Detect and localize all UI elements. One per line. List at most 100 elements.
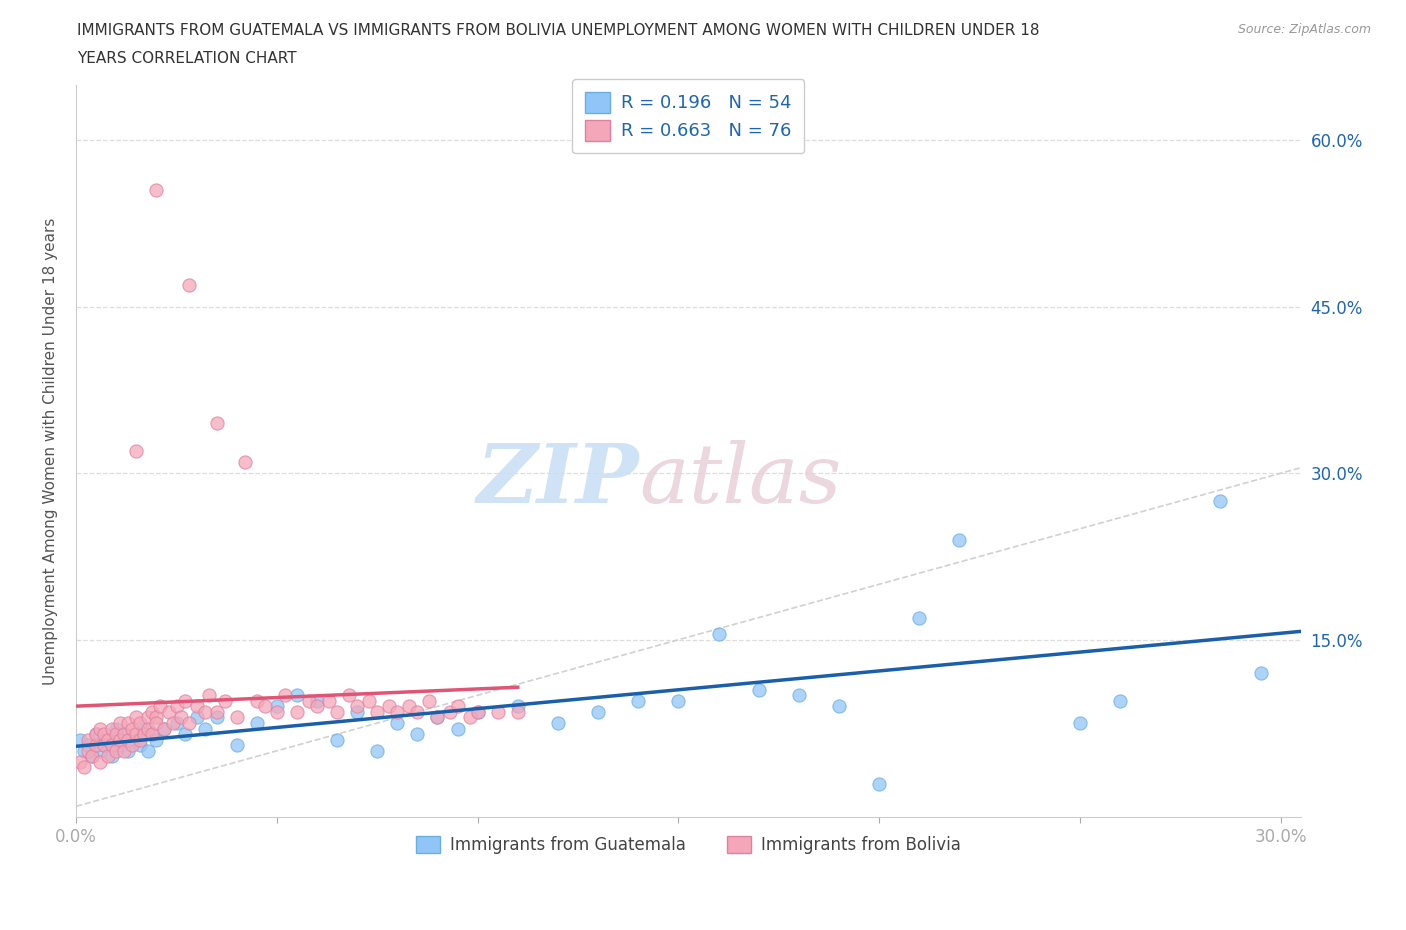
Point: [467, 705, 489, 720]
Point: [93, 737, 115, 752]
Point: [77, 732, 100, 747]
Point: [82, 749, 104, 764]
Point: [948, 533, 970, 548]
Point: [149, 699, 172, 714]
Point: [121, 721, 143, 736]
Point: [398, 699, 420, 714]
Point: [105, 743, 128, 758]
Point: [166, 699, 188, 714]
Point: [1109, 694, 1132, 709]
Point: [84, 737, 107, 752]
Point: [84, 726, 107, 741]
Point: [93, 726, 115, 741]
Point: [77, 737, 100, 752]
Point: [326, 705, 349, 720]
Point: [117, 743, 139, 758]
Point: [186, 699, 208, 714]
Text: Source: ZipAtlas.com: Source: ZipAtlas.com: [1237, 23, 1371, 36]
Point: [868, 777, 890, 791]
Point: [77, 743, 100, 758]
Point: [105, 721, 128, 736]
Point: [138, 711, 160, 725]
Point: [426, 711, 449, 725]
Text: ZIP: ZIP: [477, 441, 640, 521]
Point: [194, 705, 217, 720]
Point: [225, 711, 247, 725]
Point: [246, 694, 269, 709]
Point: [112, 726, 135, 741]
Point: [828, 699, 851, 714]
Point: [253, 699, 276, 714]
Point: [205, 416, 228, 431]
Point: [129, 737, 152, 752]
Point: [125, 726, 148, 741]
Point: [446, 699, 468, 714]
Point: [266, 699, 288, 714]
Point: [138, 743, 160, 758]
Point: [346, 705, 368, 720]
Point: [110, 732, 132, 747]
Point: [547, 715, 569, 730]
Point: [177, 277, 200, 292]
Point: [406, 705, 429, 720]
Point: [225, 737, 247, 752]
Point: [112, 726, 135, 741]
Point: [359, 694, 381, 709]
Point: [173, 726, 195, 741]
Point: [378, 699, 401, 714]
Point: [121, 737, 143, 752]
Point: [134, 726, 156, 741]
Point: [93, 737, 115, 752]
Point: [97, 732, 120, 747]
Point: [506, 699, 529, 714]
Point: [84, 726, 107, 741]
Point: [145, 183, 167, 198]
Point: [205, 711, 228, 725]
Point: [446, 721, 468, 736]
Point: [141, 726, 163, 741]
Text: YEARS CORRELATION CHART: YEARS CORRELATION CHART: [77, 51, 297, 66]
Point: [186, 711, 208, 725]
Point: [141, 726, 163, 741]
Point: [467, 705, 489, 720]
Point: [153, 721, 176, 736]
Point: [908, 610, 931, 625]
Point: [97, 732, 120, 747]
Point: [205, 705, 228, 720]
Point: [214, 694, 236, 709]
Point: [177, 715, 200, 730]
Point: [285, 705, 308, 720]
Point: [627, 694, 650, 709]
Point: [274, 688, 297, 703]
Point: [73, 760, 96, 775]
Point: [138, 721, 160, 736]
Point: [285, 688, 308, 703]
Point: [157, 705, 180, 720]
Point: [110, 715, 132, 730]
Point: [89, 721, 111, 736]
Point: [506, 705, 529, 720]
Point: [366, 743, 388, 758]
Point: [1250, 666, 1272, 681]
Point: [486, 705, 509, 720]
Point: [82, 749, 104, 764]
Point: [117, 732, 139, 747]
Point: [101, 721, 124, 736]
Point: [110, 737, 132, 752]
Point: [707, 627, 730, 642]
Point: [387, 715, 409, 730]
Point: [458, 711, 481, 725]
Point: [162, 715, 184, 730]
Point: [387, 705, 409, 720]
Point: [586, 705, 609, 720]
Point: [125, 711, 148, 725]
Point: [346, 699, 368, 714]
Point: [748, 683, 770, 698]
Y-axis label: Unemployment Among Women with Children Under 18 years: Unemployment Among Women with Children U…: [44, 218, 58, 684]
Point: [145, 715, 167, 730]
Point: [307, 694, 329, 709]
Point: [194, 721, 217, 736]
Point: [125, 444, 148, 458]
Point: [169, 711, 191, 725]
Point: [166, 715, 188, 730]
